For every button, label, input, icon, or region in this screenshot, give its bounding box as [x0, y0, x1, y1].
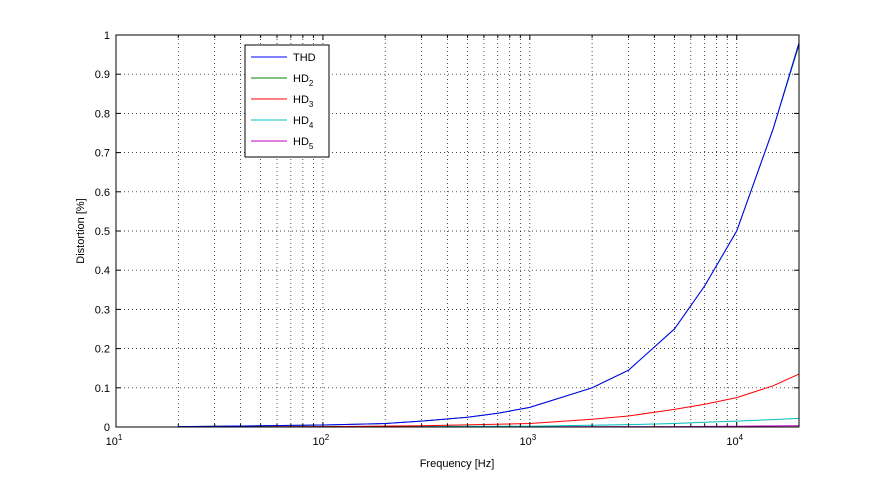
x-tick-labels: 101 102 103 104 [106, 433, 744, 448]
y-tick-labels: 0 0.1 0.2 0.3 0.4 0.5 0.6 0.7 0.8 0.9 1 [95, 30, 110, 434]
y-tick-label: 0.6 [95, 187, 110, 199]
legend: THD HD2 HD3 HD4 HD5 [244, 44, 330, 158]
legend-box [244, 44, 330, 158]
y-tick-label: 0.1 [95, 383, 110, 395]
legend-label-hd4: HD4 [293, 115, 314, 130]
legend-label-hd5: HD5 [293, 136, 314, 151]
y-tick-label: 0 [104, 422, 110, 434]
grid-lines [116, 35, 799, 427]
plot-area [116, 35, 799, 427]
x-tick-label: 103 [519, 433, 536, 448]
y-tick-label: 0.3 [95, 304, 110, 316]
x-axis-label: Frequency [Hz] [420, 458, 495, 470]
legend-label-hd2: HD2 [293, 73, 314, 88]
tick-marks [116, 34, 799, 428]
x-tick-label: 101 [106, 433, 123, 448]
y-axis-label: Distortion [%] [75, 198, 87, 263]
y-tick-label: 0.9 [95, 69, 110, 81]
legend-label-hd3: HD3 [293, 94, 314, 109]
y-tick-label: 0.8 [95, 108, 110, 120]
series-line-hd3 [178, 373, 800, 428]
x-tick-label: 104 [726, 433, 743, 448]
y-tick-label: 0.2 [95, 344, 110, 356]
y-tick-label: 0.7 [95, 148, 110, 160]
y-tick-label: 1 [104, 30, 110, 42]
y-tick-label: 0.4 [95, 265, 110, 277]
series-line-hd4 [178, 417, 800, 428]
y-tick-label: 0.5 [95, 226, 110, 238]
series-line-thd [178, 42, 800, 428]
x-tick-label: 102 [313, 433, 330, 448]
legend-label-thd: THD [293, 52, 316, 64]
